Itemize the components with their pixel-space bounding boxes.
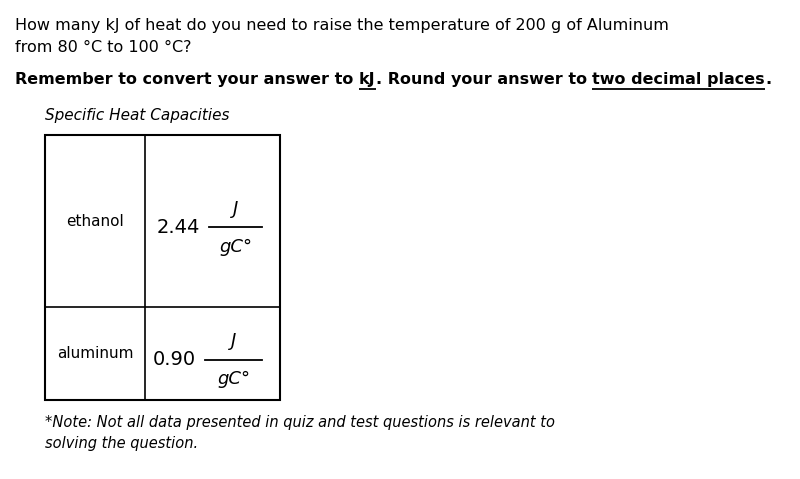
- Text: aluminum: aluminum: [57, 346, 134, 361]
- Text: gC°: gC°: [219, 238, 252, 256]
- Text: two decimal places: two decimal places: [592, 72, 765, 87]
- Text: from 80 °C to 100 °C?: from 80 °C to 100 °C?: [15, 40, 191, 55]
- Text: . Round your answer to: . Round your answer to: [376, 72, 592, 87]
- Text: 0.90: 0.90: [153, 350, 196, 369]
- Text: ethanol: ethanol: [66, 214, 124, 228]
- Bar: [45, 135, 280, 400]
- Text: J: J: [231, 332, 236, 351]
- Text: kJ: kJ: [359, 72, 376, 87]
- Text: How many kJ of heat do you need to raise the temperature of 200 g of Aluminum: How many kJ of heat do you need to raise…: [15, 18, 669, 33]
- Text: .: .: [765, 72, 771, 87]
- Text: *Note: Not all data presented in quiz and test questions is relevant to
solving : *Note: Not all data presented in quiz an…: [45, 415, 555, 451]
- Text: 2.44: 2.44: [157, 217, 200, 237]
- Text: Remember to convert your answer to: Remember to convert your answer to: [15, 72, 359, 87]
- Text: Specific Heat Capacities: Specific Heat Capacities: [45, 108, 230, 123]
- Text: gC°: gC°: [217, 370, 250, 388]
- Text: J: J: [233, 200, 238, 218]
